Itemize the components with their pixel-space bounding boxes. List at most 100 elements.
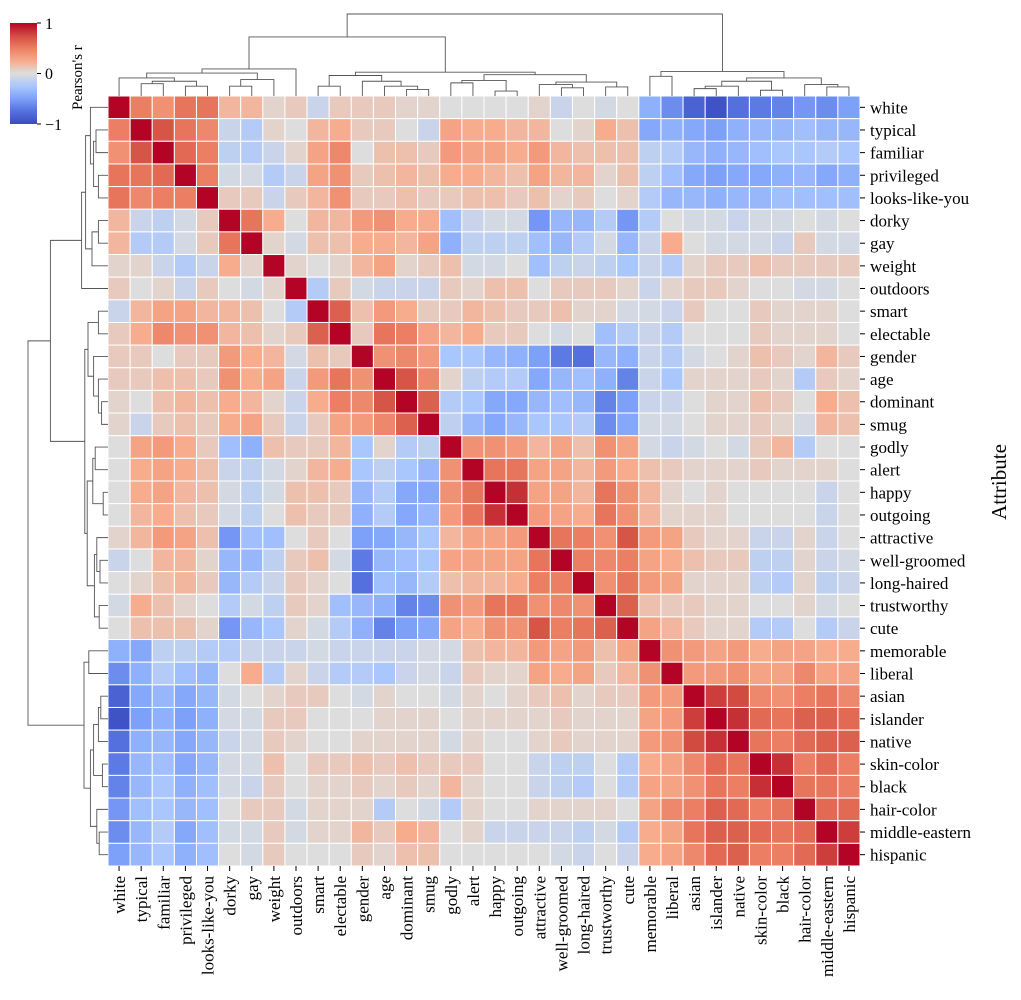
- heatmap-cell: [660, 163, 684, 188]
- heatmap-cell: [262, 299, 286, 323]
- heatmap-cell: [616, 457, 640, 482]
- heatmap-cell: [793, 661, 817, 686]
- heatmap-cell: [461, 321, 485, 346]
- heatmap-cell: [660, 525, 684, 550]
- heatmap-cell: [439, 684, 463, 708]
- heatmap-cell: [218, 163, 242, 188]
- heatmap-cell: [483, 299, 507, 323]
- heatmap-cell: [748, 95, 773, 120]
- heatmap-cell: [306, 661, 330, 686]
- heatmap-cell: [771, 525, 795, 550]
- heatmap-cell: [262, 321, 286, 346]
- row-label: privileged: [870, 166, 939, 185]
- heatmap-cell: [195, 797, 220, 822]
- heatmap-cell: [549, 344, 573, 369]
- heatmap-cell: [395, 389, 419, 414]
- heatmap-cell: [395, 548, 419, 573]
- heatmap-cell: [748, 118, 773, 142]
- heatmap-cell: [306, 797, 330, 822]
- heatmap-cell: [549, 118, 573, 142]
- heatmap-cell: [638, 231, 662, 256]
- heatmap-cell: [129, 797, 153, 822]
- heatmap-cell: [173, 367, 197, 391]
- heatmap-cell: [505, 321, 529, 346]
- row-label: outdoors: [870, 280, 930, 299]
- heatmap-cell: [682, 639, 706, 663]
- heatmap-cell: [793, 684, 817, 708]
- heatmap-cell: [395, 525, 419, 550]
- heatmap-cell: [240, 616, 264, 641]
- heatmap-cell: [549, 706, 573, 731]
- heatmap-cell: [395, 661, 419, 686]
- heatmap-cell: [483, 435, 507, 459]
- heatmap-cell: [483, 661, 507, 686]
- heatmap-cell: [284, 140, 308, 165]
- heatmap-cell: [682, 276, 706, 301]
- heatmap-cell: [350, 95, 374, 120]
- dendrogram-link: [483, 74, 587, 83]
- heatmap-cell: [350, 842, 374, 867]
- heatmap-cell: [815, 457, 839, 482]
- heatmap-cell: [306, 389, 330, 414]
- heatmap-cell: [815, 797, 839, 822]
- heatmap-cell: [461, 820, 485, 844]
- heatmap-cell: [218, 140, 242, 165]
- heatmap-cell: [240, 503, 264, 527]
- heatmap-cell: [350, 480, 374, 505]
- heatmap-cell: [417, 163, 441, 188]
- heatmap-cell: [173, 820, 197, 844]
- heatmap-cell: [771, 118, 795, 142]
- dendrogram-link: [494, 90, 518, 96]
- heatmap-cell: [594, 321, 618, 346]
- heatmap-cell: [549, 299, 573, 323]
- heatmap-cell: [527, 548, 551, 573]
- heatmap-cell: [549, 208, 573, 233]
- heatmap-cell: [328, 163, 352, 188]
- heatmap-cell: [129, 525, 153, 550]
- heatmap-cell: [417, 842, 441, 867]
- dendrogram-link: [101, 763, 108, 788]
- heatmap-cell: [638, 254, 662, 278]
- heatmap-cell: [549, 616, 573, 641]
- heatmap-cell: [240, 435, 264, 459]
- heatmap-cell: [483, 389, 507, 414]
- heatmap-cell: [527, 616, 551, 641]
- heatmap-cell: [815, 593, 839, 618]
- column-label: liberal: [663, 876, 682, 920]
- heatmap-cell: [262, 276, 286, 301]
- heatmap-cell: [107, 525, 131, 550]
- heatmap-cell: [395, 276, 419, 301]
- heatmap-cell: [527, 774, 551, 799]
- heatmap-cell: [306, 231, 330, 256]
- heatmap-cell: [704, 163, 728, 188]
- heatmap-cell: [151, 95, 175, 120]
- heatmap-cell: [704, 548, 728, 573]
- heatmap-cell: [151, 593, 175, 618]
- heatmap-cell: [461, 842, 485, 867]
- heatmap-cell: [195, 276, 220, 301]
- heatmap-cell: [218, 186, 242, 210]
- heatmap-cell: [372, 118, 397, 142]
- heatmap-cell: [151, 774, 175, 799]
- heatmap-cell: [748, 752, 773, 776]
- heatmap-cell: [726, 797, 750, 822]
- heatmap-cell: [372, 186, 397, 210]
- heatmap-cell: [748, 480, 773, 505]
- heatmap-cell: [771, 186, 795, 210]
- heatmap-cell: [837, 321, 861, 346]
- heatmap-cell: [439, 548, 463, 573]
- heatmap-cell: [439, 593, 463, 618]
- heatmap-cell: [461, 480, 485, 505]
- heatmap-cell: [549, 503, 573, 527]
- heatmap-cell: [704, 140, 728, 165]
- heatmap-cell: [638, 367, 662, 391]
- heatmap-cell: [350, 140, 374, 165]
- row-label: electable: [870, 325, 930, 344]
- heatmap-cell: [837, 118, 861, 142]
- heatmap-cell: [395, 344, 419, 369]
- heatmap-cell: [771, 435, 795, 459]
- heatmap-cell: [638, 208, 662, 233]
- heatmap-cell: [262, 706, 286, 731]
- heatmap-cell: [660, 321, 684, 346]
- heatmap-cell: [726, 684, 750, 708]
